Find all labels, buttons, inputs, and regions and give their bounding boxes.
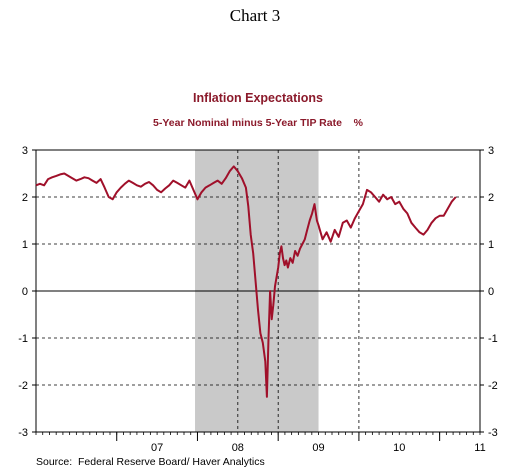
series-line [35, 165, 457, 398]
x-tick-label: 08 [232, 442, 244, 454]
y-tick-label-right: -1 [488, 333, 498, 345]
y-tick-label-left: -3 [18, 427, 28, 439]
y-tick-label-left: 1 [22, 239, 28, 251]
y-tick-label-right: -3 [488, 427, 498, 439]
y-tick-label-left: -1 [18, 333, 28, 345]
y-tick-label-right: 0 [488, 286, 494, 298]
chart-subtitle: 5-Year Nominal minus 5-Year TIP Rate % [153, 117, 364, 129]
x-tick-label: 10 [393, 442, 405, 454]
y-tick-label-right: -2 [488, 380, 498, 392]
y-tick-label-left: 2 [22, 192, 28, 204]
x-tick-label: 09 [312, 442, 324, 454]
y-tick-label-right: 2 [488, 192, 494, 204]
y-tick-label-left: -2 [18, 380, 28, 392]
y-tick-label-right: 1 [488, 239, 494, 251]
y-tick-label-left: 3 [22, 145, 28, 157]
chart-heading: Chart 3 [230, 6, 281, 25]
y-tick-label-left: 0 [22, 286, 28, 298]
y-tick-label-right: 3 [488, 145, 494, 157]
x-tick-label: 11 [474, 442, 485, 454]
source-note: Source: Federal Reserve Board/ Haver Ana… [36, 456, 265, 468]
plot-area: 3 32 21 10 0-1 -1-2 -2-3 -307 08 09 10 11 [18, 145, 498, 454]
x-tick-label: 07 [151, 442, 163, 454]
chart-title: Inflation Expectations [193, 91, 323, 105]
